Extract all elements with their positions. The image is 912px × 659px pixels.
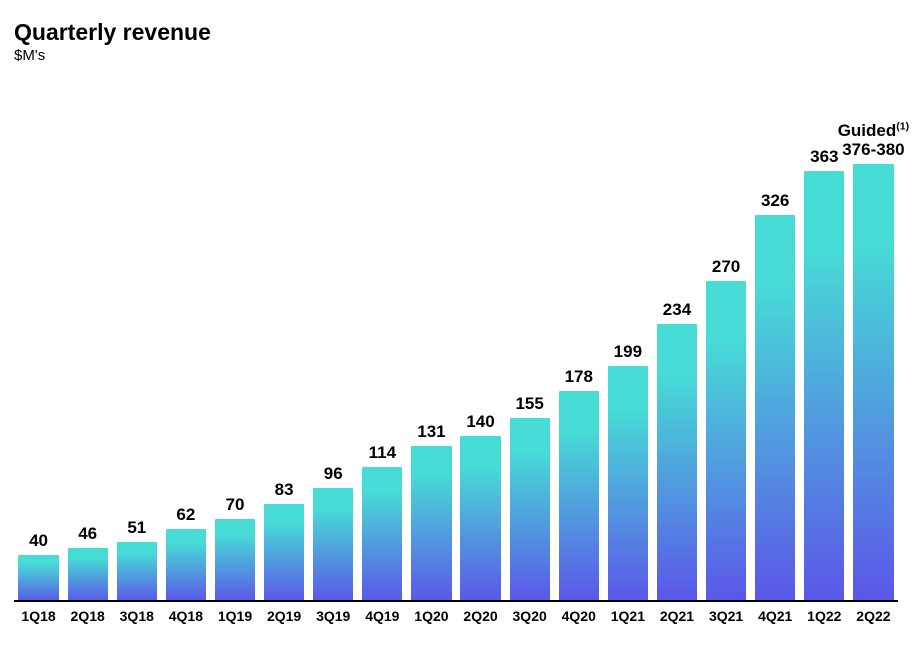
x-axis-label: 2Q22 bbox=[849, 608, 898, 632]
x-axis-label: 2Q18 bbox=[63, 608, 112, 632]
bar-slot: 363 bbox=[800, 122, 849, 602]
bar bbox=[559, 391, 599, 603]
x-axis-label: 1Q18 bbox=[14, 608, 63, 632]
bar-value-label: 363 bbox=[810, 147, 838, 167]
bar bbox=[117, 542, 157, 603]
bar bbox=[68, 548, 108, 603]
bar bbox=[510, 418, 550, 602]
bar bbox=[362, 467, 402, 603]
bar-slot: 83 bbox=[260, 122, 309, 602]
bar-value-label: 376-380 bbox=[842, 140, 904, 160]
bar-value-label: 234 bbox=[663, 300, 691, 320]
chart-subtitle: $M's bbox=[14, 47, 898, 64]
bar bbox=[608, 366, 648, 603]
bar bbox=[755, 215, 795, 603]
bar bbox=[804, 171, 844, 603]
bar bbox=[411, 446, 451, 602]
bar-slot: 51 bbox=[112, 122, 161, 602]
x-axis-label: 2Q20 bbox=[456, 608, 505, 632]
bar-value-label: 131 bbox=[417, 422, 445, 442]
bar-annotation-superscript: (1) bbox=[896, 121, 909, 133]
bar-annotation-text: Guided bbox=[838, 121, 897, 140]
x-axis-label: 3Q21 bbox=[702, 608, 751, 632]
x-axis-label: 1Q19 bbox=[210, 608, 259, 632]
x-axis-label: 1Q20 bbox=[407, 608, 456, 632]
x-axis-row: 1Q182Q183Q184Q181Q192Q193Q194Q191Q202Q20… bbox=[14, 608, 898, 632]
bar-value-label: 178 bbox=[565, 367, 593, 387]
bar bbox=[313, 488, 353, 602]
bar-value-label: 62 bbox=[176, 505, 195, 525]
bar-slot: 40 bbox=[14, 122, 63, 602]
bar-value-label: 46 bbox=[78, 524, 97, 544]
bar-value-label: 140 bbox=[466, 412, 494, 432]
bar-slot: 155 bbox=[505, 122, 554, 602]
bar-slot: 131 bbox=[407, 122, 456, 602]
bar-slot: 178 bbox=[554, 122, 603, 602]
bar-value-label: 270 bbox=[712, 257, 740, 277]
bar bbox=[460, 436, 500, 603]
bar bbox=[264, 504, 304, 603]
bar bbox=[18, 555, 58, 603]
bar-value-label: 114 bbox=[369, 443, 396, 463]
bar-slot: 199 bbox=[603, 122, 652, 602]
revenue-chart: Quarterly revenue $M's 40 46 51 62 70 83 96 114… bbox=[0, 0, 912, 659]
x-axis-label: 3Q20 bbox=[505, 608, 554, 632]
bar-slot: 234 bbox=[652, 122, 701, 602]
bar bbox=[853, 164, 893, 602]
x-axis-label: 4Q21 bbox=[751, 608, 800, 632]
bar-value-label: 199 bbox=[614, 342, 642, 362]
bar-annotation: Guided(1) bbox=[838, 122, 909, 140]
bar-value-label: 40 bbox=[29, 531, 48, 551]
x-axis-label: 4Q20 bbox=[554, 608, 603, 632]
bar bbox=[706, 281, 746, 602]
bar-slot: 96 bbox=[309, 122, 358, 602]
bar-slot: 270 bbox=[702, 122, 751, 602]
x-axis-label: 4Q19 bbox=[358, 608, 407, 632]
x-axis-label: 3Q19 bbox=[309, 608, 358, 632]
x-axis-label: 1Q22 bbox=[800, 608, 849, 632]
bar bbox=[166, 529, 206, 603]
bar bbox=[657, 324, 697, 602]
x-axis-label: 1Q21 bbox=[603, 608, 652, 632]
x-axis-baseline bbox=[14, 600, 898, 602]
x-axis-label: 2Q21 bbox=[652, 608, 701, 632]
bar-slot: 62 bbox=[161, 122, 210, 602]
bar bbox=[215, 519, 255, 602]
bar-value-label: 96 bbox=[324, 464, 343, 484]
bar-value-label: 70 bbox=[226, 495, 245, 515]
bar-value-label: 83 bbox=[275, 480, 294, 500]
bar-slot: Guided(1)376-380 bbox=[849, 122, 898, 602]
bar-slot: 326 bbox=[751, 122, 800, 602]
x-axis-label: 3Q18 bbox=[112, 608, 161, 632]
bar-slot: 46 bbox=[63, 122, 112, 602]
bar-slot: 140 bbox=[456, 122, 505, 602]
bar-value-label: 155 bbox=[515, 394, 543, 414]
bars-row: 40 46 51 62 70 83 96 114 131 140 155 178 199 234 270 32… bbox=[14, 122, 898, 602]
bar-value-label: 51 bbox=[127, 518, 146, 538]
bar-slot: 70 bbox=[210, 122, 259, 602]
chart-title: Quarterly revenue bbox=[14, 20, 898, 45]
bar-value-label: 326 bbox=[761, 191, 789, 211]
plot-area: 40 46 51 62 70 83 96 114 131 140 155 178 199 234 270 32… bbox=[14, 92, 898, 632]
x-axis-label: 2Q19 bbox=[260, 608, 309, 632]
x-axis-label: 4Q18 bbox=[161, 608, 210, 632]
bar-slot: 114 bbox=[358, 122, 407, 602]
